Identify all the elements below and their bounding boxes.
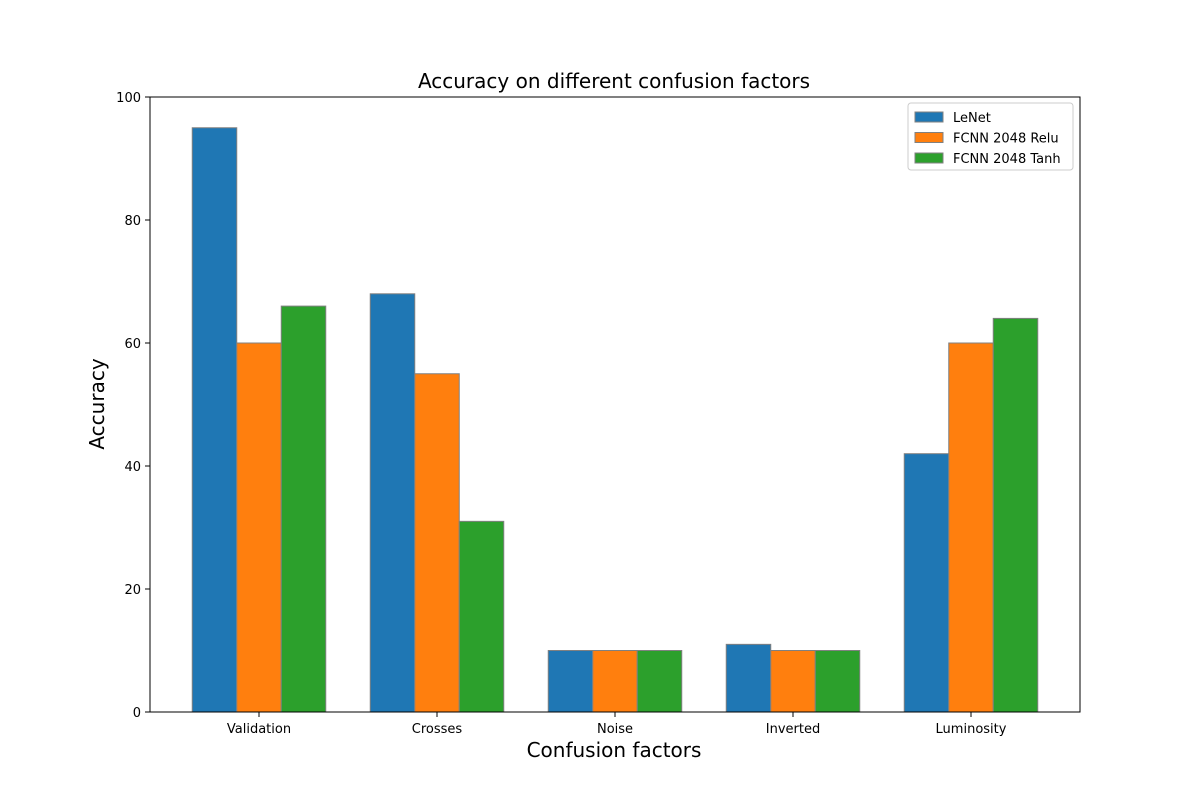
x-tick-label: Validation (227, 722, 291, 737)
x-tick-label: Noise (597, 722, 633, 737)
chart-title: Accuracy on different confusion factors (418, 69, 810, 93)
bar-luminosity-series-3 (992, 317, 1039, 713)
legend-swatch (914, 152, 944, 164)
legend-label: FCNN 2048 Tanh (953, 152, 1061, 167)
bar-inverted-series-2 (770, 650, 816, 713)
x-tick-label: Inverted (766, 722, 820, 737)
legend-swatch (914, 132, 944, 143)
bar-inverted-series-3 (814, 650, 861, 713)
bar-crosses-series-3 (458, 520, 505, 713)
legend-label: LeNet (953, 111, 991, 126)
plot-frame (149, 96, 1081, 713)
bar-inverted-series-1 (725, 643, 772, 713)
bar-validation-series-2 (236, 342, 282, 713)
bar-noise-series-2 (592, 650, 638, 713)
legend-box (907, 102, 1074, 171)
legend: LeNet FCNN 2048 Relu FCNN 2048 Tanh (907, 102, 1074, 171)
bar-validation-series-3 (280, 305, 327, 713)
y-axis-label: Accuracy (85, 358, 109, 449)
bar-luminosity-series-1 (903, 453, 950, 713)
axes-group: Validation Crosses Noise Inverted Luminosity… (116, 91, 1081, 737)
legend-swatch (914, 111, 944, 123)
y-tick-label: 40 (124, 460, 141, 475)
bar-noise-series-3 (636, 650, 683, 713)
x-axis-label: Confusion factors (527, 738, 702, 762)
y-tick-label: 60 (124, 337, 141, 352)
y-tick-label: 80 (124, 214, 141, 229)
legend-label: FCNN 2048 Relu (953, 132, 1059, 147)
y-tick-label: 20 (124, 583, 141, 598)
bar-crosses-series-1 (369, 293, 416, 713)
y-tick-label: 0 (133, 706, 141, 721)
x-tick-label: Luminosity (936, 722, 1007, 737)
bar-crosses-series-2 (414, 373, 460, 713)
bars-group (191, 127, 1039, 713)
bar-validation-series-1 (191, 127, 238, 713)
x-tick-label: Crosses (412, 722, 463, 737)
bar-noise-series-1 (547, 650, 594, 713)
bar-luminosity-series-2 (948, 342, 994, 713)
y-tick-label: 100 (116, 91, 141, 106)
